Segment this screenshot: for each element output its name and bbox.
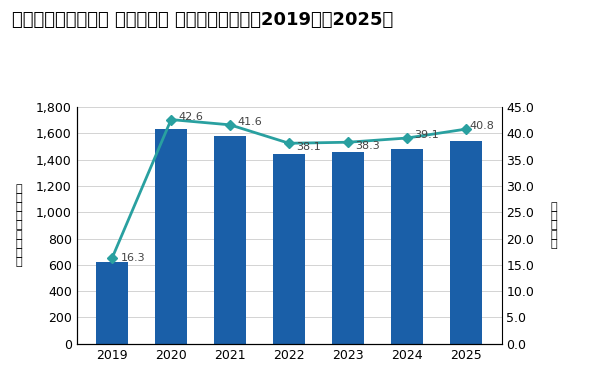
Y-axis label: （
実
施
率
）: （ 実 施 率 ） [550, 202, 557, 249]
Bar [450, 141, 483, 344]
Text: 38.1: 38.1 [296, 142, 321, 152]
Bar [391, 149, 423, 344]
Bar [96, 262, 128, 344]
Text: 40.8: 40.8 [469, 121, 494, 131]
Text: 42.6: 42.6 [178, 112, 203, 122]
Text: 41.6: 41.6 [237, 117, 262, 127]
Bar [332, 152, 365, 344]
Text: 国内テレワーク市場 テレワーク 導入企業数予測、2019年～2025年: 国内テレワーク市場 テレワーク 導入企業数予測、2019年～2025年 [12, 11, 393, 29]
Text: 39.1: 39.1 [414, 130, 439, 140]
Y-axis label: （
企
業
数
（
千
社
）
）: （ 企 業 数 （ 千 社 ） ） [16, 184, 22, 267]
Text: 16.3: 16.3 [121, 253, 146, 263]
Bar [155, 129, 187, 344]
Text: 38.3: 38.3 [355, 141, 380, 151]
Bar [214, 136, 247, 344]
Bar [273, 154, 306, 344]
